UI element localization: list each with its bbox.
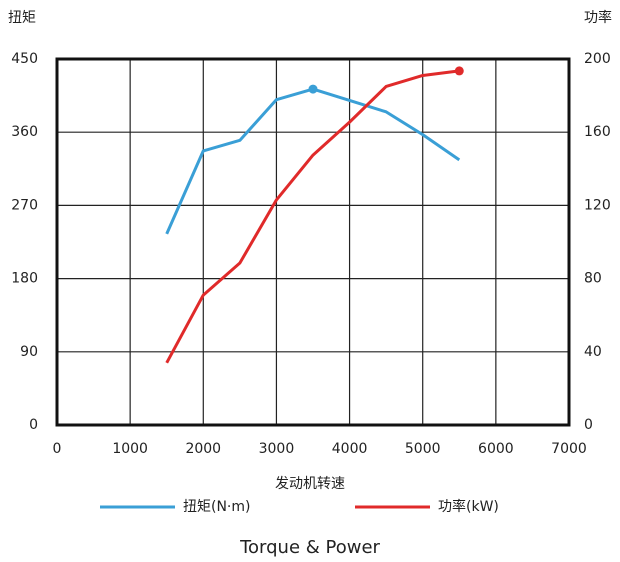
y2-tick-label: 80: [584, 271, 602, 287]
y-tick-label: 270: [11, 197, 38, 213]
y2-tick-label: 200: [584, 51, 611, 67]
legend-label: 扭矩(N·m): [183, 499, 250, 515]
x-tick-label: 0: [53, 441, 62, 457]
y-tick-label: 90: [20, 344, 38, 360]
x-axis-label: 发动机转速: [275, 476, 345, 492]
y-tick-label: 450: [11, 51, 38, 67]
plot-frame: [55, 57, 571, 427]
x-tick-label: 2000: [185, 441, 221, 457]
point-marker: [308, 84, 318, 94]
y2-tick-label: 40: [584, 344, 602, 360]
chart-title: Torque & Power: [239, 537, 380, 558]
y2-tick-label: 0: [584, 417, 593, 433]
legend-label: 功率(kW): [438, 498, 499, 515]
y2-axis-label: 功率: [584, 9, 612, 26]
x-tick-label: 5000: [405, 441, 441, 457]
y-tick-label: 0: [29, 417, 38, 433]
y-tick-label: 360: [11, 124, 38, 140]
x-tick-label: 4000: [332, 441, 368, 457]
x-tick-label: 3000: [259, 441, 295, 457]
x-tick-label: 1000: [112, 441, 148, 457]
x-tick-label: 7000: [551, 441, 587, 457]
y2-tick-label: 160: [584, 124, 611, 140]
x-tick-label: 6000: [478, 441, 514, 457]
y-axis-label: 扭矩: [8, 10, 36, 26]
series-line: [165, 69, 460, 364]
y-tick-label: 180: [11, 271, 38, 287]
series-line: [165, 87, 461, 235]
point-marker: [454, 66, 464, 76]
y2-tick-label: 120: [584, 197, 611, 213]
